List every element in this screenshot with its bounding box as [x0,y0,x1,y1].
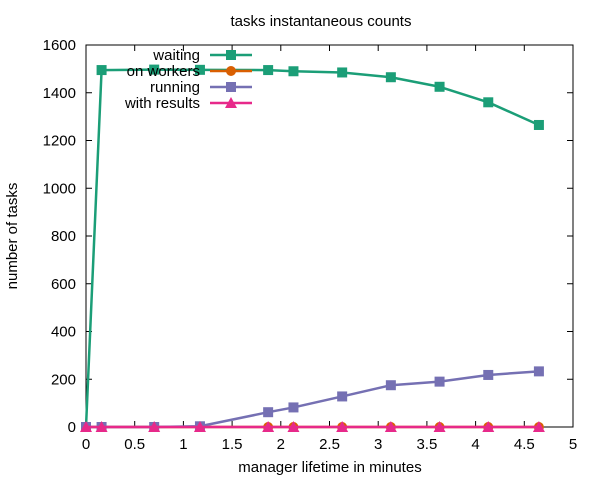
y-tick-label: 600 [51,276,76,293]
legend-item-running: running [150,79,252,96]
data-point-running [337,391,348,402]
data-point-running [263,407,274,418]
x-tick-label: 5 [569,436,577,453]
data-point-waiting [385,72,396,83]
data-point-waiting [149,64,160,75]
series-line-waiting [84,68,540,428]
y-tick-label: 1000 [43,180,76,197]
x-tick-label: 1.5 [222,436,243,453]
data-point-with-results [336,421,349,432]
y-tick-label: 0 [68,419,76,436]
data-point-running [483,369,494,380]
x-axis: 0 0.5 1 1.5 2 2.5 3 3.5 4 4.5 5 [82,45,577,453]
legend-label-running: running [150,79,200,96]
y-tick-label: 1600 [43,37,76,54]
y-tick-label: 200 [51,371,76,388]
data-point-running [434,376,445,387]
data-point-waiting [194,64,205,75]
x-tick-label: 0 [82,436,90,453]
series-waiting [81,64,544,432]
series-line-running [86,370,539,429]
x-tick-label: 2.5 [319,436,340,453]
x-tick-label: 2 [277,436,285,453]
legend-label-waiting: waiting [152,47,200,64]
data-point-with-results [433,421,446,432]
data-point-waiting [96,65,107,76]
x-tick-label: 0.5 [124,436,145,453]
series-layer [80,64,545,432]
data-point-with-results [262,421,275,432]
x-tick-label: 4.5 [514,436,535,453]
data-point-with-results [532,421,545,432]
y-axis: 0 200 400 600 800 1000 1200 1400 1600 [43,37,573,436]
legend-marker-waiting [226,50,236,60]
legend-label-with-results: with results [124,95,200,112]
y-tick-label: 800 [51,228,76,245]
series-with-results [80,421,545,432]
data-point-with-results [148,421,161,432]
legend-item-on-workers: on workers [127,63,252,80]
y-axis-label: number of tasks [4,183,21,290]
x-tick-label: 3 [374,436,382,453]
data-point-with-results [95,421,108,432]
x-tick-label: 1 [179,436,187,453]
x-tick-label: 4 [471,436,479,453]
data-point-with-results [287,421,300,432]
y-tick-label: 1400 [43,85,76,102]
data-point-waiting [288,66,299,77]
data-point-waiting [533,119,544,130]
legend-marker-on-workers [226,66,236,76]
x-tick-label: 3.5 [416,436,437,453]
y-tick-label: 1200 [43,133,76,150]
data-point-with-results [193,421,206,432]
data-point-waiting [263,65,274,76]
data-point-waiting [483,97,494,108]
data-point-with-results [80,421,92,432]
data-point-waiting [434,81,445,92]
data-point-running [385,380,396,391]
data-point-with-results [482,421,495,432]
data-point-with-results [384,421,397,432]
y-tick-label: 400 [51,324,76,341]
legend-item-waiting: waiting [152,47,252,64]
legend-label-on-workers: on workers [127,63,200,80]
data-point-waiting [337,67,348,78]
data-point-running [288,402,299,413]
series-running [81,366,544,432]
x-axis-label: manager lifetime in minutes [238,459,421,476]
legend-marker-running [226,82,236,92]
chart-title: tasks instantaneous counts [231,13,412,30]
legend-marker-with-results [225,97,237,108]
legend-item-with-results: with results [124,95,252,112]
data-point-running [533,366,544,377]
